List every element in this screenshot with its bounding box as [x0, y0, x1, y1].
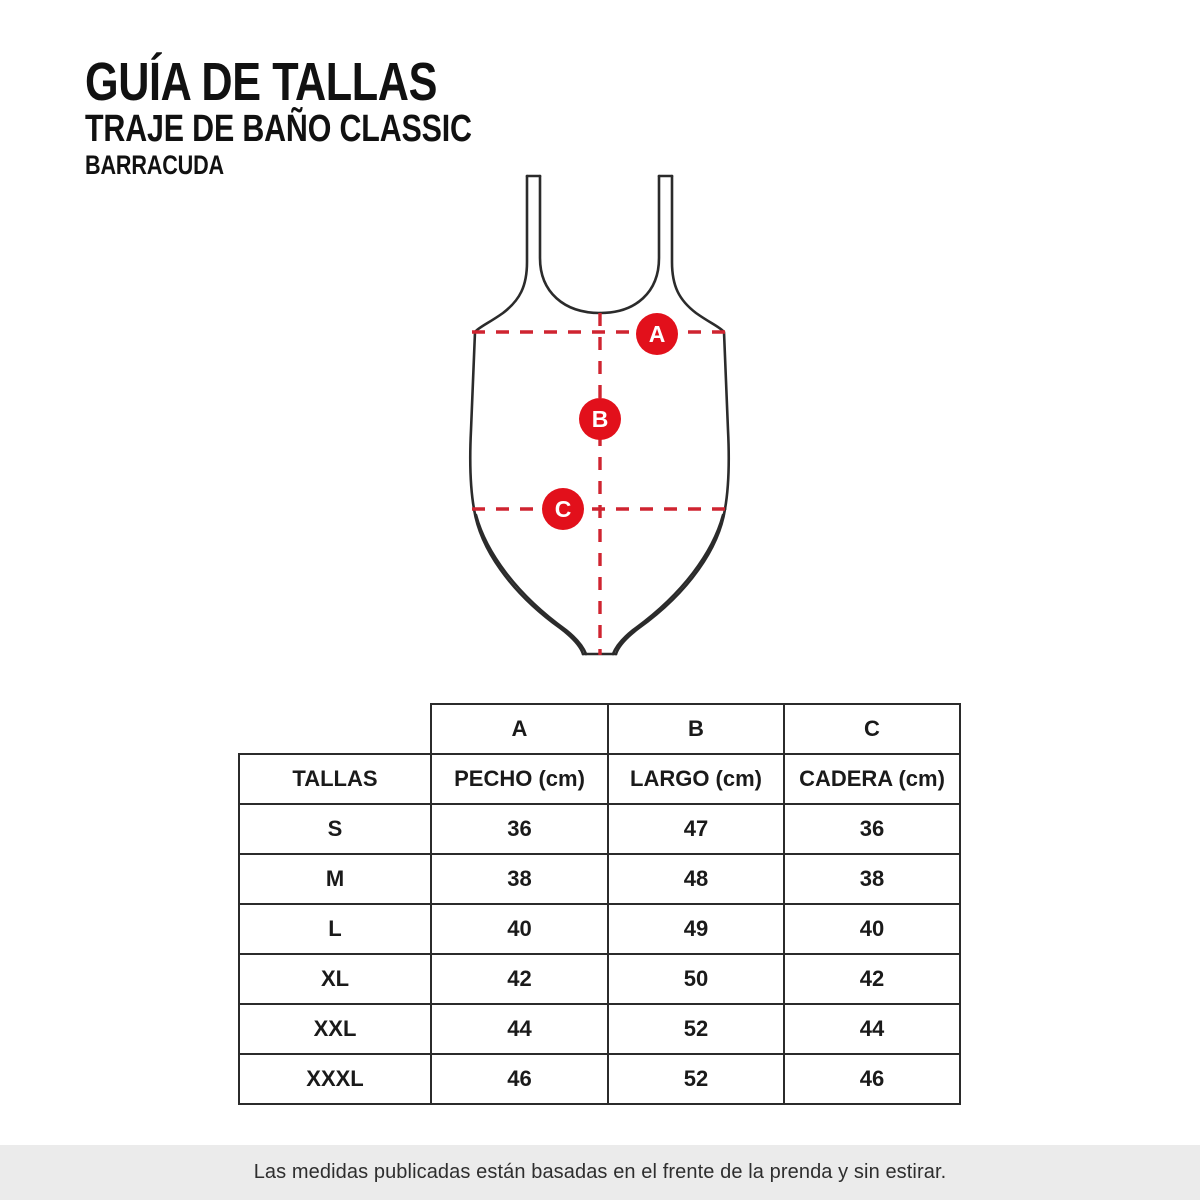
badge-c-label: C	[555, 496, 572, 522]
value-largo: 52	[607, 1003, 785, 1055]
column-header-pecho: PECHO (cm)	[430, 753, 609, 805]
size-chart: A B C TALLAS PECHO (cm) LARGO (cm) CADER…	[238, 703, 961, 1105]
value-cadera: 44	[783, 1003, 961, 1055]
value-largo: 47	[607, 803, 785, 855]
value-largo: 52	[607, 1053, 785, 1105]
value-cadera: 36	[783, 803, 961, 855]
measurement-guides	[472, 313, 727, 655]
value-largo: 49	[607, 903, 785, 955]
table-row: XL 42 50 42	[238, 953, 961, 1005]
badge-c: C	[542, 488, 584, 530]
value-largo: 48	[607, 853, 785, 905]
size-label: XXL	[238, 1003, 432, 1055]
table-row: XXXL 46 52 46	[238, 1053, 961, 1105]
value-pecho: 38	[430, 853, 609, 905]
table-row: M 38 48 38	[238, 853, 961, 905]
value-cadera: 40	[783, 903, 961, 955]
value-pecho: 42	[430, 953, 609, 1005]
abc-header-b: B	[607, 703, 785, 755]
column-header-tallas: TALLAS	[238, 753, 432, 805]
size-label: L	[238, 903, 432, 955]
badge-a: A	[636, 313, 678, 355]
swimsuit-diagram: A B C	[420, 150, 800, 690]
footer-note: Las medidas publicadas están basadas en …	[253, 1161, 947, 1183]
swimsuit-outline	[468, 174, 731, 656]
page-subtitle: TRAJE DE BAÑO CLASSIC	[85, 107, 472, 150]
table-row: L 40 49 40	[238, 903, 961, 955]
value-cadera: 46	[783, 1053, 961, 1105]
table-row-abc: A B C	[239, 703, 961, 755]
value-cadera: 38	[783, 853, 961, 905]
table-row: S 36 47 36	[238, 803, 961, 855]
size-label: M	[238, 853, 432, 905]
value-largo: 50	[607, 953, 785, 1005]
abc-header-a: A	[430, 703, 609, 755]
value-pecho: 36	[430, 803, 609, 855]
value-pecho: 40	[430, 903, 609, 955]
table-row-headers: TALLAS PECHO (cm) LARGO (cm) CADERA (cm)	[238, 753, 961, 805]
table-row: XXL 44 52 44	[238, 1003, 961, 1055]
badge-b: B	[579, 398, 621, 440]
column-header-largo: LARGO (cm)	[607, 753, 785, 805]
badge-b-circle	[579, 398, 621, 440]
corner-blank-cell	[239, 704, 431, 754]
footer-band: Las medidas publicadas están basadas en …	[0, 1145, 1200, 1200]
size-table: A B C TALLAS PECHO (cm) LARGO (cm) CADER…	[238, 703, 961, 1105]
value-cadera: 42	[783, 953, 961, 1005]
badge-b-label: B	[592, 406, 609, 432]
badge-a-circle	[636, 313, 678, 355]
value-pecho: 46	[430, 1053, 609, 1105]
abc-header-c: C	[783, 703, 961, 755]
badge-c-circle	[542, 488, 584, 530]
header-block: GUÍA DE TALLAS TRAJE DE BAÑO CLASSIC BAR…	[85, 52, 505, 180]
brand-name: BARRACUDA	[85, 149, 224, 180]
size-label: XXXL	[238, 1053, 432, 1105]
size-label: S	[238, 803, 432, 855]
size-label: XL	[238, 953, 432, 1005]
page-title: GUÍA DE TALLAS	[85, 52, 437, 112]
badge-a-label: A	[649, 321, 666, 347]
column-header-cadera: CADERA (cm)	[783, 753, 961, 805]
value-pecho: 44	[430, 1003, 609, 1055]
